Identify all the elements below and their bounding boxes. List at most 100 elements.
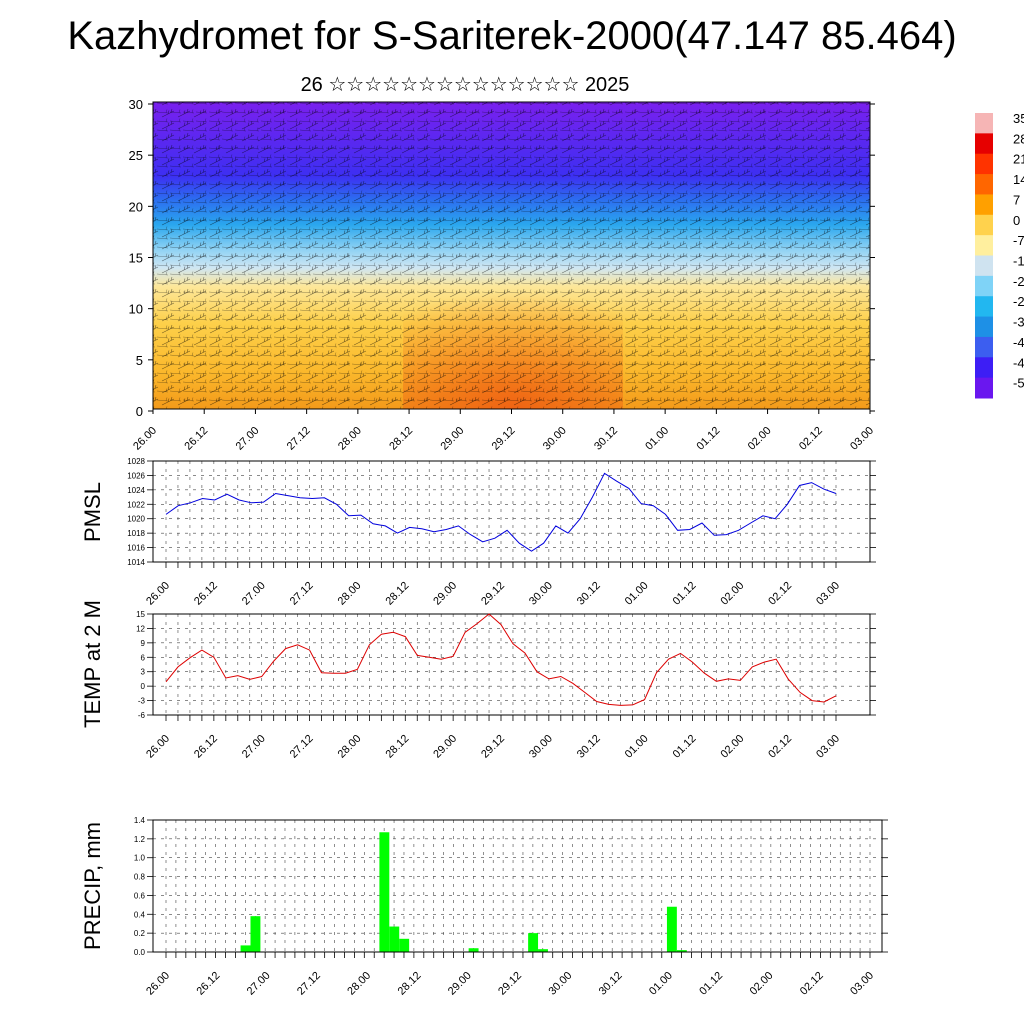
y-tick-label: 1.0 <box>134 854 146 863</box>
y-tick-label: 1014 <box>127 558 145 567</box>
colorbar-label: -7 <box>1013 233 1024 248</box>
colorbar-label: 35 <box>1013 111 1024 126</box>
colorbar-swatch <box>975 275 993 297</box>
x-tick-label: 29.12 <box>496 970 524 998</box>
colorbar-label: 7 <box>1013 192 1020 207</box>
x-tick-label: 28.00 <box>336 733 364 761</box>
x-tick-label: 02.12 <box>797 425 825 453</box>
x-tick-label: 30.12 <box>592 425 620 453</box>
colorbar-label: 21 <box>1013 152 1024 167</box>
panel-frame <box>152 819 883 953</box>
y-tick-label: 1018 <box>127 529 145 538</box>
x-tick-label: 28.12 <box>387 425 415 453</box>
y-tick-label: 0.2 <box>134 929 146 938</box>
x-tick-label: 26.00 <box>131 425 159 453</box>
x-tick-label: 02.00 <box>746 425 774 453</box>
colorbar-swatch <box>975 214 993 236</box>
y-tick-label: 1026 <box>127 471 145 480</box>
y-tick-label: 1016 <box>127 544 145 553</box>
y-tick-label: 12 <box>136 624 145 633</box>
x-tick-label: 01.12 <box>697 970 725 998</box>
x-tick-label: 28.12 <box>396 970 424 998</box>
colorbar-swatch <box>975 316 993 338</box>
y-tick-label: 1028 <box>127 457 145 466</box>
y-tick-label: 20 <box>129 199 143 214</box>
colorbar-label: -35 <box>1013 315 1024 330</box>
temp-panel: -6 -3 0 3 6 9 12 15 26.00 26.12 27.00 27.12 28.00 28.… <box>80 600 876 761</box>
x-tick-label: 02.00 <box>718 733 746 761</box>
precip-bar <box>666 906 677 952</box>
x-tick-label: 26.12 <box>182 425 210 453</box>
x-tick-label: 29.12 <box>490 425 518 453</box>
y-tick-label: 1024 <box>127 486 145 495</box>
page-title: Kazhydromet for S-Sariterek-2000(47.147 … <box>67 14 957 58</box>
colorbar-swatch <box>975 336 993 358</box>
x-tick-label: 27.12 <box>285 425 313 453</box>
colorbar-label: -56 <box>1013 376 1024 391</box>
x-tick-label: 29.00 <box>438 425 466 453</box>
precip-bar <box>379 832 390 952</box>
colorbar-label: -42 <box>1013 335 1024 350</box>
x-tick-label: 30.00 <box>546 970 574 998</box>
y-tick-label: 0.6 <box>134 891 146 900</box>
y-axis-label: PRECIP, mm <box>80 822 105 950</box>
wind-barbs-layer-2 <box>153 102 870 409</box>
x-tick-label: 01.00 <box>643 425 671 453</box>
y-tick-label: 30 <box>129 97 143 112</box>
x-tick-label: 30.12 <box>575 733 603 761</box>
precip-bar <box>389 926 400 952</box>
colorbar-label: -49 <box>1013 355 1024 370</box>
x-tick-label: 01.00 <box>647 970 675 998</box>
colorbar-label: -21 <box>1013 274 1024 289</box>
y-tick-label: 1022 <box>127 500 145 509</box>
colorbar-swatch <box>975 377 993 399</box>
x-tick-label: 30.12 <box>597 970 625 998</box>
x-tick-label: 28.00 <box>336 425 364 453</box>
precip-bar <box>399 938 410 952</box>
cross-section-panel: 0 5 10 15 20 25 30 26.00 26.12 27.00 27.12 28.00 28.… <box>129 97 877 453</box>
x-tick-label: 30.00 <box>527 733 555 761</box>
y-tick-label: 1.4 <box>134 816 146 825</box>
colorbar-label: -28 <box>1013 294 1024 309</box>
precip-panel: 0.0 0.2 0.4 0.6 0.8 1.0 1.2 1.4 26.00 26.12 27.00 2… <box>80 816 888 998</box>
precip-bar <box>240 945 251 952</box>
x-tick-label: 03.00 <box>814 733 842 761</box>
colorbar-swatch <box>975 255 993 277</box>
x-tick-label: 02.00 <box>748 970 776 998</box>
y-tick-label: 10 <box>129 302 143 317</box>
y-tick-label: -3 <box>138 697 146 706</box>
pmsl-panel: 1014 1016 1018 1020 1022 1024 1026 1028 26.00 26.… <box>80 457 876 608</box>
x-tick-label: 01.12 <box>671 733 699 761</box>
colorbar-swatch <box>975 296 993 318</box>
colorbar: 35 28 21 14 7 0 -7 -14 -21 -28 -35 -42 -49 -56 <box>975 111 1024 399</box>
x-tick-label: 02.12 <box>766 580 794 608</box>
y-tick-label: 0 <box>136 404 143 419</box>
x-tick-label: 26.12 <box>192 580 220 608</box>
y-tick-label: 6 <box>141 653 146 662</box>
colorbar-label: 0 <box>1013 213 1020 228</box>
x-tick-label: 02.12 <box>798 970 826 998</box>
y-tick-label: 25 <box>129 148 143 163</box>
y-axis-label: PMSL <box>80 482 105 542</box>
x-tick-label: 27.00 <box>245 970 273 998</box>
y-axis-label: TEMP at 2 M <box>80 600 105 728</box>
x-tick-label: 29.00 <box>446 970 474 998</box>
precip-bar <box>538 949 548 952</box>
x-tick-label: 28.12 <box>383 580 411 608</box>
x-tick-label: 26.00 <box>144 733 172 761</box>
y-tick-label: 15 <box>129 251 143 266</box>
colorbar-swatch <box>975 113 993 134</box>
x-tick-label: 01.12 <box>671 580 699 608</box>
chart-subtitle: 26 ☆☆☆☆☆☆☆☆☆☆☆☆☆☆ 2025 <box>300 74 630 96</box>
colorbar-swatch <box>975 235 993 256</box>
x-tick-label: 26.12 <box>192 733 220 761</box>
y-tick-label: 9 <box>141 639 146 648</box>
precip-bar <box>468 948 479 952</box>
x-tick-label: 01.00 <box>623 580 651 608</box>
x-tick-label: 03.00 <box>848 425 876 453</box>
precip-bar <box>676 950 687 952</box>
x-tick-label: 26.12 <box>194 970 222 998</box>
colorbar-label: 14 <box>1013 172 1024 187</box>
panel-frame <box>152 613 871 716</box>
y-tick-label: 0.8 <box>134 873 146 882</box>
